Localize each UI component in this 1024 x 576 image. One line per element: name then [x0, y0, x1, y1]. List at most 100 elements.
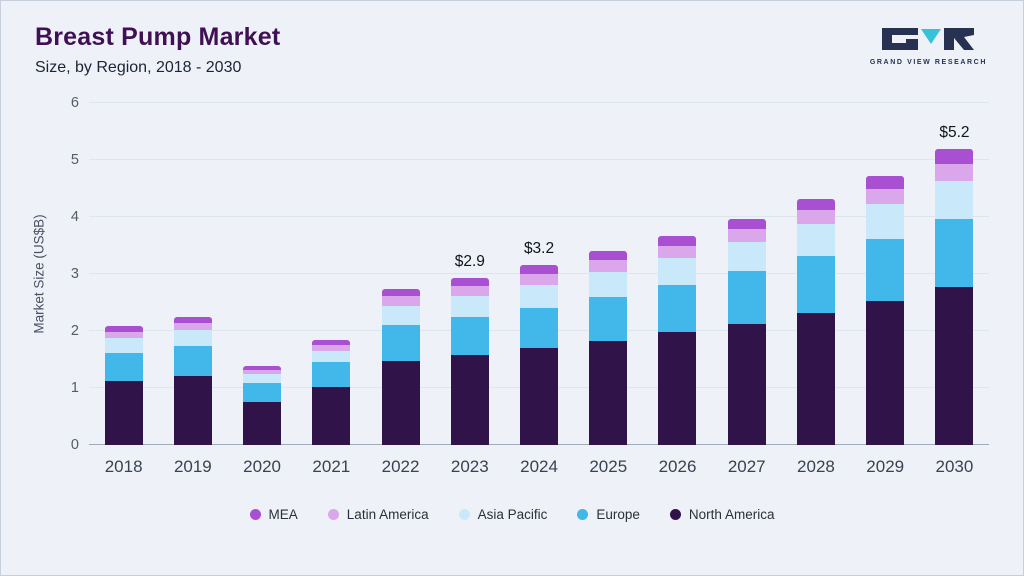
legend-item-mea: MEA [249, 507, 298, 522]
x-axis-label-2029: 2029 [866, 457, 905, 476]
bar-segment-latin-america [450, 286, 489, 297]
x-axis-label-2025: 2025 [589, 457, 628, 476]
bar-segment-asia-pacific [450, 296, 489, 318]
x-axis-label-2023: 2023 [450, 457, 489, 476]
bar-segment-mea [381, 288, 420, 297]
bar-segment-latin-america [312, 344, 351, 351]
bar-segment-north-america [727, 323, 766, 445]
bar-segment-europe [450, 317, 489, 355]
bar-segment-latin-america [173, 323, 212, 331]
bar-segment-north-america [243, 401, 282, 445]
bar-segment-asia-pacific [589, 272, 628, 297]
bar-segment-latin-america [381, 296, 420, 306]
x-axis-label-2024: 2024 [520, 457, 558, 476]
legend-label: MEA [268, 507, 298, 522]
bar-segment-europe [796, 255, 835, 313]
bar-segment-latin-america [658, 245, 697, 259]
bar-column-2028: 2028 [781, 103, 850, 476]
bar-segment-europe [243, 382, 282, 402]
page-title: Breast Pump Market [35, 23, 281, 51]
legend-swatch-europe [577, 509, 589, 520]
legend-label: Latin America [346, 507, 429, 522]
bar-segment-europe [589, 296, 628, 341]
bar-segment-asia-pacific [381, 305, 420, 326]
bar-segment-europe [381, 325, 420, 361]
bar-segment-asia-pacific [520, 284, 559, 308]
bar-column-2025: 2025 [574, 103, 643, 476]
bar-segment-asia-pacific [243, 374, 282, 383]
bar-2027 [727, 218, 766, 445]
bar-column-2021: 2021 [297, 103, 366, 476]
gvr-logo-icon [880, 25, 976, 56]
bar-segment-mea [935, 148, 974, 165]
bar-segment-europe [866, 239, 905, 301]
legend-item-asia-pacific: Asia Pacific [458, 507, 548, 522]
bar-2023 [450, 278, 489, 445]
bar-segment-europe [935, 219, 974, 287]
y-tick-label-5: 5 [70, 152, 79, 168]
bar-segment-europe [520, 307, 559, 348]
bar-segment-north-america [935, 286, 974, 445]
x-axis-label-2028: 2028 [797, 457, 835, 476]
bar-segment-latin-america [796, 210, 835, 224]
bar-segment-mea [173, 316, 212, 324]
bar-2026 [658, 235, 697, 445]
bar-segment-mea [866, 176, 905, 190]
bar-segment-mea [520, 265, 559, 275]
chart: Market Size (US$B) 2018 2019 2020 2021 2022 $… [31, 95, 993, 476]
bar-segment-europe [104, 352, 143, 382]
legend-label: Europe [596, 507, 640, 522]
legend-item-north-america: North America [669, 507, 774, 522]
gridline-4 [89, 216, 989, 217]
bar-segment-asia-pacific [796, 223, 835, 256]
y-tick-label-4: 4 [70, 209, 79, 225]
y-tick-label-0: 0 [70, 437, 79, 453]
bar-segment-europe [312, 362, 351, 388]
bar-column-2019: 2019 [158, 103, 227, 476]
legend-swatch-mea [249, 509, 261, 520]
grand-view-research-logo: GRAND VIEW RESEARCH [870, 25, 987, 66]
legend: MEA Latin America Asia Pacific Europe North … [1, 507, 1023, 522]
bar-segment-mea [796, 198, 835, 211]
bar-2020 [243, 365, 282, 445]
bar-segment-north-america [450, 354, 489, 445]
x-axis-label-2020: 2020 [243, 457, 281, 476]
bar-2022 [381, 288, 420, 445]
page-subtitle: Size, by Region, 2018 - 2030 [35, 59, 242, 76]
bar-segment-north-america [796, 312, 835, 445]
x-axis-label-2022: 2022 [381, 457, 420, 476]
bar-segment-mea [243, 365, 282, 370]
bar-segment-latin-america [520, 274, 559, 285]
x-axis-label-2019: 2019 [173, 457, 212, 476]
bar-2029 [866, 176, 905, 445]
value-label-2023: $2.9 [454, 253, 485, 271]
bars-container: 2018 2019 2020 2021 2022 $2.9 2023 $3.2 2024 2025… [89, 103, 989, 476]
bar-segment-north-america [312, 387, 351, 445]
bar-segment-latin-america [935, 164, 974, 182]
bar-segment-asia-pacific [104, 338, 143, 353]
x-axis-label-2021: 2021 [312, 457, 351, 476]
header: Breast Pump Market Size, by Region, 2018… [1, 1, 1023, 77]
y-tick-label-3: 3 [70, 266, 79, 282]
bar-segment-mea [104, 325, 143, 332]
bar-segment-north-america [381, 360, 420, 445]
bar-column-2026: 2026 [643, 103, 712, 476]
bar-segment-europe [727, 271, 766, 324]
bar-2025 [589, 251, 628, 445]
legend-item-europe: Europe [577, 507, 640, 522]
bar-2028 [796, 198, 835, 445]
bar-segment-north-america [104, 381, 143, 445]
bar-segment-north-america [520, 347, 559, 445]
y-axis-title: Market Size (US$B) [31, 214, 47, 334]
x-axis-label-2027: 2027 [727, 457, 766, 476]
bar-segment-latin-america [104, 331, 143, 339]
bar-column-2030: $5.2 2030 [920, 103, 989, 476]
bar-column-2027: 2027 [712, 103, 781, 476]
bar-2030 [935, 148, 974, 445]
x-axis-label-2018: 2018 [104, 457, 143, 476]
bar-segment-asia-pacific [727, 242, 766, 272]
legend-label: Asia Pacific [477, 507, 548, 522]
bar-2021 [312, 339, 351, 445]
bar-segment-asia-pacific [935, 181, 974, 220]
bar-segment-north-america [866, 300, 905, 445]
